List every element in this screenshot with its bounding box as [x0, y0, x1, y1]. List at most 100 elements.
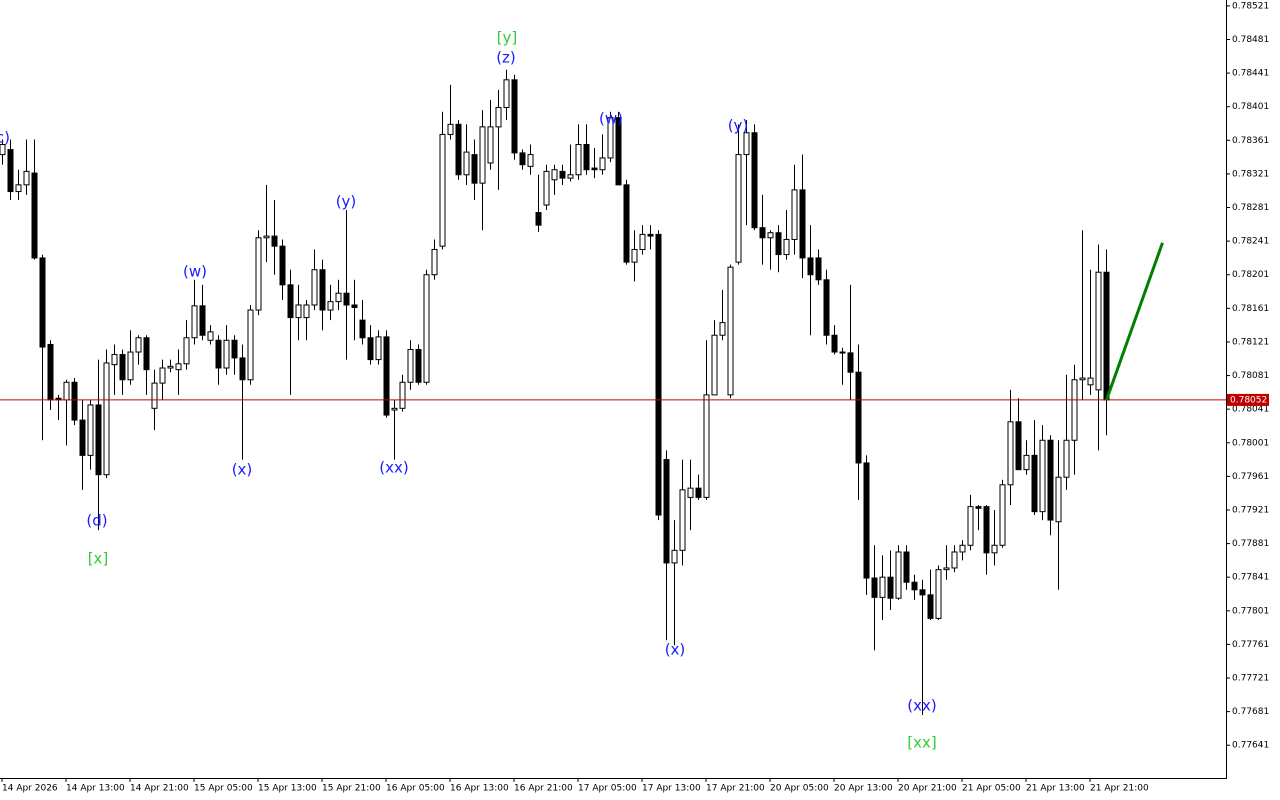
candle-body — [311, 269, 318, 306]
candle-body — [999, 484, 1006, 546]
candle-body — [103, 362, 110, 476]
candle-body — [823, 279, 830, 336]
y-tick-label: 0.78201 — [1232, 270, 1269, 280]
candle-body — [0, 144, 6, 156]
candle-body — [415, 349, 422, 383]
candle-body — [567, 174, 574, 179]
candle-body — [439, 133, 446, 247]
y-tick-label: 0.78161 — [1232, 304, 1269, 314]
candle-body — [47, 343, 54, 401]
candle-body — [863, 462, 870, 579]
wave-label: [xx] — [907, 734, 936, 752]
current-price-box — [1227, 393, 1269, 406]
projection-line — [1105, 242, 1164, 401]
candle-body — [1031, 454, 1038, 513]
candle-body — [431, 249, 438, 276]
y-tick-label: 0.78321 — [1232, 169, 1269, 179]
y-tick-label: 0.77761 — [1232, 640, 1269, 650]
candle-body — [775, 232, 782, 256]
x-tick-label: 20 Apr 05:00 — [770, 784, 829, 794]
candle-body — [895, 551, 902, 599]
y-tick-label: 0.77681 — [1232, 707, 1269, 717]
candle-body — [31, 172, 38, 259]
x-tick-label: 15 Apr 05:00 — [194, 784, 253, 794]
y-tick-label: 0.78241 — [1232, 237, 1269, 247]
candle-body — [727, 266, 734, 396]
candle-body — [1007, 421, 1014, 486]
candle-body — [407, 349, 414, 383]
y-tick-label: 0.78281 — [1232, 203, 1269, 213]
candle-body — [767, 232, 774, 239]
candle-body — [215, 339, 222, 369]
candle-body — [1103, 271, 1110, 401]
x-tick-label: 20 Apr 21:00 — [898, 784, 957, 794]
y-tick-label: 0.78121 — [1232, 337, 1269, 347]
candle-body — [1063, 439, 1070, 478]
candle-body — [879, 576, 886, 598]
candle-body — [959, 544, 966, 553]
x-tick-label: 15 Apr 21:00 — [322, 784, 381, 794]
candle-body — [607, 117, 614, 159]
candle-body — [815, 257, 822, 281]
candle-body — [367, 337, 374, 361]
candle-body — [359, 319, 366, 339]
candle-body — [743, 132, 750, 156]
candle-body — [463, 151, 470, 176]
candle-body — [919, 589, 926, 596]
candle-body — [1023, 454, 1030, 471]
candle-body — [927, 594, 934, 619]
wave-label: (xx) — [907, 697, 936, 715]
candle-body — [791, 189, 798, 240]
x-tick-label: 21 Apr 13:00 — [1026, 784, 1085, 794]
current-price-label: 0.78052 — [1230, 395, 1267, 405]
wave-label: (y) — [336, 193, 357, 211]
candle-body — [295, 304, 302, 319]
candle-body — [1055, 476, 1062, 523]
candle-body — [71, 381, 78, 421]
candle-body — [647, 233, 654, 237]
candle-body — [223, 339, 230, 369]
y-tick-label: 0.77921 — [1232, 505, 1269, 515]
x-tick-label: 15 Apr 13:00 — [258, 784, 317, 794]
candle-body — [687, 487, 694, 498]
candle-body — [847, 352, 854, 373]
candle-body — [943, 567, 950, 571]
candle-body — [655, 233, 662, 516]
candle-body — [335, 292, 342, 303]
candle-body — [487, 126, 494, 164]
wave-label: (x) — [665, 641, 686, 659]
candle-body — [799, 189, 806, 259]
y-tick-label: 0.78521 — [1232, 1, 1269, 11]
candle-body — [399, 381, 406, 409]
candle-body — [735, 154, 742, 263]
candle-body — [479, 126, 486, 184]
candle-body — [119, 354, 126, 381]
candle-body — [1047, 439, 1054, 521]
candle-body — [975, 506, 982, 509]
candle-body — [703, 394, 710, 498]
candle-body — [159, 367, 166, 384]
y-tick-label: 0.78041 — [1232, 405, 1269, 415]
candle-body — [391, 407, 398, 411]
wave-label: (y) — [728, 117, 749, 135]
y-tick-label: 0.77881 — [1232, 539, 1269, 549]
wave-label: [y] — [497, 29, 518, 47]
candle-body — [231, 339, 238, 359]
x-tick-label: 14 Apr 21:00 — [130, 784, 189, 794]
x-tick-label: 20 Apr 13:00 — [834, 784, 893, 794]
candle-body — [383, 336, 390, 416]
x-tick-label: 21 Apr 21:00 — [1090, 784, 1149, 794]
candle-body — [511, 79, 518, 154]
candle-body — [199, 305, 206, 336]
candle-body — [207, 331, 214, 341]
candle-body — [1095, 271, 1102, 391]
candle-body — [191, 305, 198, 339]
candle-body — [871, 577, 878, 598]
candle-body — [255, 237, 262, 311]
candle-body — [935, 569, 942, 619]
y-tick-label: 0.78481 — [1232, 35, 1269, 45]
candle-body — [239, 357, 246, 381]
y-tick-label: 0.77641 — [1232, 741, 1269, 751]
candle-body — [39, 257, 46, 348]
candle-body — [7, 149, 14, 193]
